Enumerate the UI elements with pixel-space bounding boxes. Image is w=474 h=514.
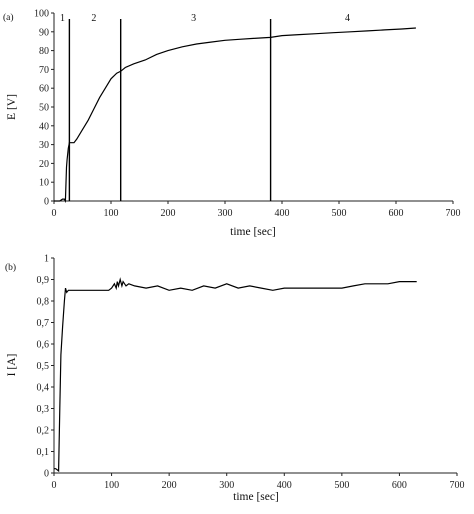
chart-a-x-ticks: 0 100 200 300 400 500 600 700 xyxy=(52,201,461,219)
y-tick-label: 80 xyxy=(39,46,49,57)
x-tick-label: 100 xyxy=(104,208,119,219)
y-tick-label: 70 xyxy=(39,65,49,76)
y-tick-label: 0,5 xyxy=(37,361,50,372)
y-tick-label: 0 xyxy=(44,197,49,208)
region-label: 4 xyxy=(345,13,350,24)
chart-b-series-line xyxy=(54,277,417,473)
y-tick-label: 10 xyxy=(39,178,49,189)
chart-a-region-boundaries xyxy=(68,19,272,201)
x-tick-label: 600 xyxy=(392,480,407,491)
x-tick-label: 100 xyxy=(104,480,119,491)
chart-a-series-line xyxy=(54,27,416,204)
chart-b: (b) 0 0,1 0,2 0,3 0,4 0,5 0,6 0,7 0,8 0,9 1 0 100 20… xyxy=(5,254,465,504)
x-tick-label: 200 xyxy=(162,480,177,491)
y-tick-label: 60 xyxy=(39,84,49,95)
region-label: 3 xyxy=(191,13,196,24)
x-tick-label: 0 xyxy=(52,208,57,219)
x-tick-label: 600 xyxy=(389,208,404,219)
panel-b-label: (b) xyxy=(5,262,16,273)
chart-b-y-label: I [A] xyxy=(6,354,18,377)
y-tick-label: 0,9 xyxy=(37,275,50,286)
panel-a-label: (a) xyxy=(3,12,14,23)
x-tick-label: 500 xyxy=(332,208,347,219)
y-tick-label: 30 xyxy=(39,140,49,151)
y-tick-label: 1 xyxy=(44,254,49,265)
chart-a-y-label: E [V] xyxy=(6,94,18,120)
x-tick-label: 400 xyxy=(275,208,290,219)
y-tick-label: 0,3 xyxy=(37,404,50,415)
chart-a-y-ticks: 0 10 20 30 40 50 60 70 80 90 100 xyxy=(34,9,54,208)
y-tick-label: 0 xyxy=(44,469,49,480)
x-tick-label: 700 xyxy=(450,480,465,491)
chart-b-y-ticks: 0 0,1 0,2 0,3 0,4 0,5 0,6 0,7 0,8 0,9 1 xyxy=(37,254,54,480)
chart-a: (a) 0 10 20 30 40 50 60 70 80 90 100 0 100 200 300 400… xyxy=(3,9,461,239)
x-tick-label: 700 xyxy=(446,208,461,219)
x-tick-label: 400 xyxy=(277,480,292,491)
y-tick-label: 0,2 xyxy=(37,426,50,437)
x-tick-label: 500 xyxy=(334,480,349,491)
x-tick-label: 0 xyxy=(52,480,57,491)
y-tick-label: 0,7 xyxy=(37,318,50,329)
y-tick-label: 0,4 xyxy=(37,383,50,394)
y-tick-label: 40 xyxy=(39,121,49,132)
y-tick-label: 0,1 xyxy=(37,447,50,458)
x-tick-label: 300 xyxy=(219,480,234,491)
chart-a-region-labels: 1 2 3 4 xyxy=(60,13,350,24)
region-label: 1 xyxy=(60,13,65,24)
y-tick-label: 0,6 xyxy=(37,340,50,351)
y-tick-label: 20 xyxy=(39,159,49,170)
region-label: 2 xyxy=(91,13,96,24)
chart-a-x-label: time [sec] xyxy=(230,226,276,238)
y-tick-label: 90 xyxy=(39,27,49,38)
chart-b-x-label: time [sec] xyxy=(233,491,279,503)
y-tick-label: 0,8 xyxy=(37,297,50,308)
x-tick-label: 200 xyxy=(161,208,176,219)
y-tick-label: 50 xyxy=(39,103,49,114)
x-tick-label: 300 xyxy=(218,208,233,219)
chart-b-x-ticks: 0 100 200 300 400 500 600 700 xyxy=(52,473,465,491)
y-tick-label: 100 xyxy=(34,9,49,20)
